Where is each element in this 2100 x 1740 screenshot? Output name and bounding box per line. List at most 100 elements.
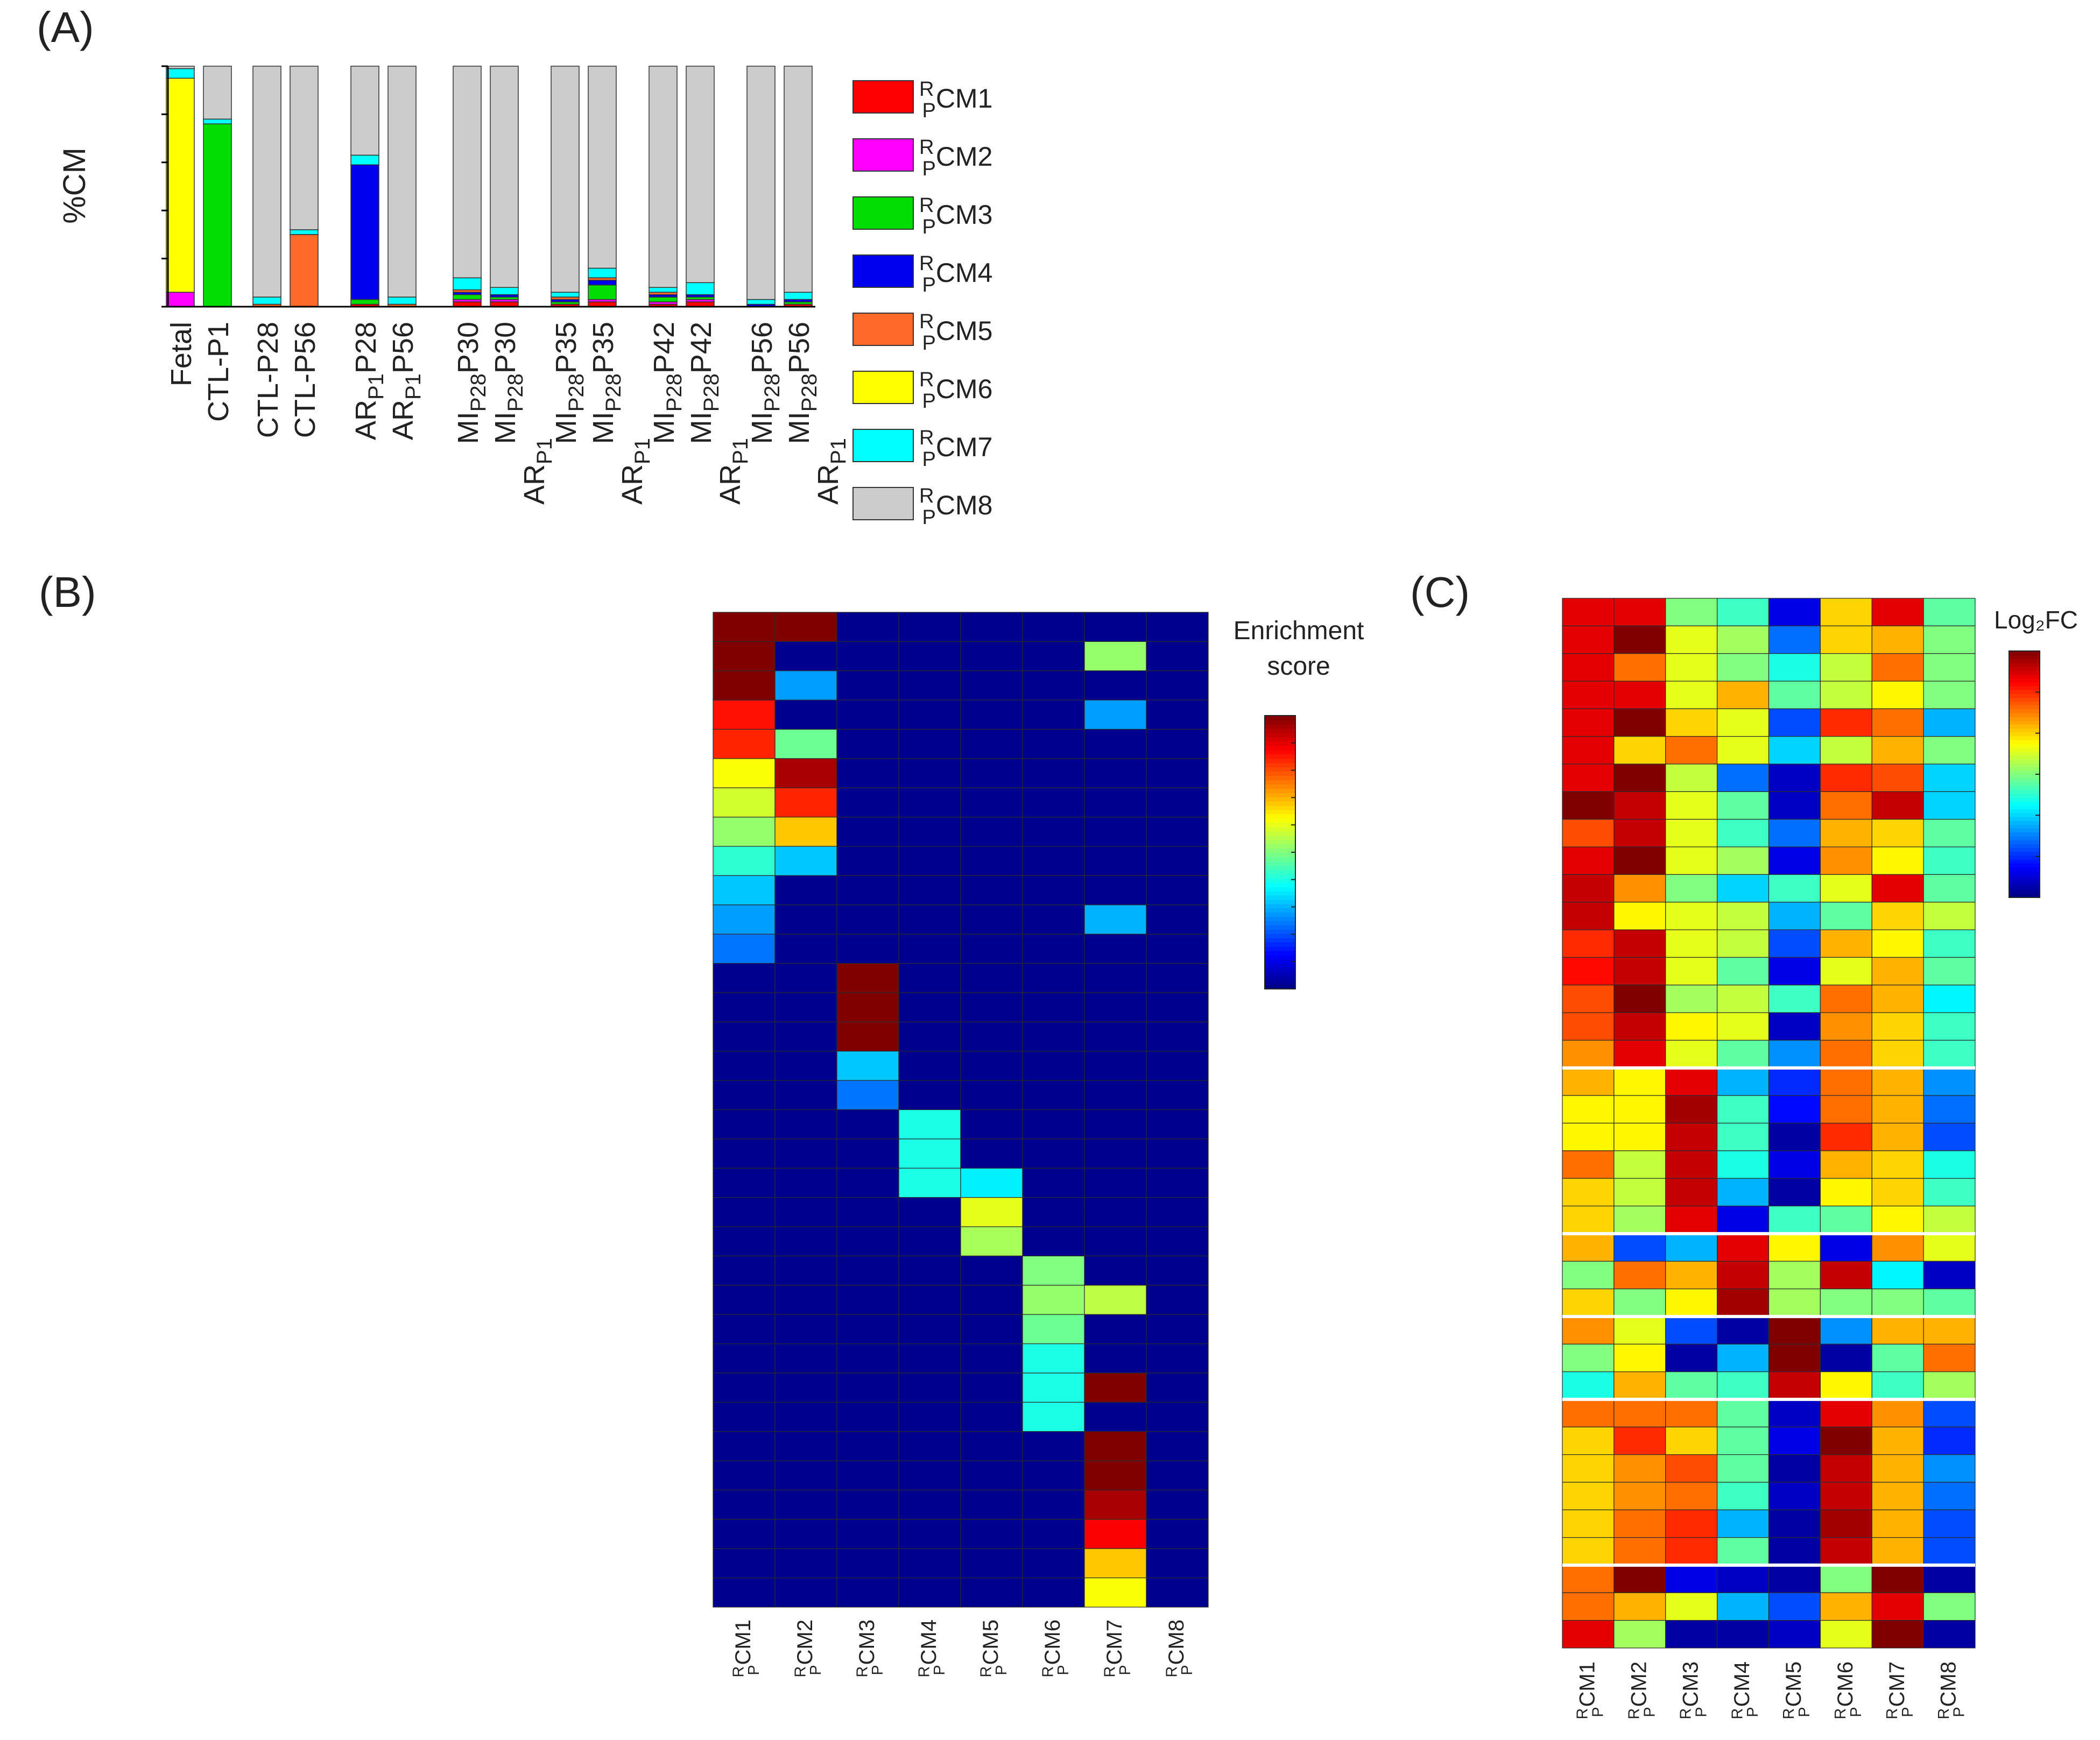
heatmap-cell <box>1562 1565 1615 1593</box>
label-sub: P28 <box>565 373 588 412</box>
heatmap-cell <box>1146 1373 1209 1403</box>
heatmap-cell <box>1717 819 1770 847</box>
colorbar-segment <box>1265 762 1295 768</box>
heatmap-cell <box>1768 1039 1821 1069</box>
heatmap-cell <box>1820 1399 1872 1427</box>
colorbar-segment <box>1265 792 1295 797</box>
heatmap-cell <box>774 1021 837 1052</box>
heatmap-cell <box>713 1080 776 1111</box>
colorbar-segment <box>1265 818 1295 823</box>
heatmap-cell <box>1613 874 1666 903</box>
x-tick-label: CTL-P56 <box>289 322 321 438</box>
colorbar-segment <box>2009 712 2040 717</box>
legend-label: R PCM6 <box>919 369 992 413</box>
heatmap-cell <box>898 1168 961 1198</box>
colorbar-segment <box>2009 855 2040 860</box>
heatmap-cell <box>1613 1233 1666 1262</box>
heatmap-cell <box>1084 904 1147 935</box>
heatmap-cell <box>1768 819 1821 847</box>
heatmap-cell <box>960 1431 1023 1461</box>
panel-b-colorbar-title-line1: Enrichment <box>1234 617 1364 645</box>
heatmap-cell <box>1717 1122 1770 1151</box>
heatmap-cell <box>1768 1343 1821 1373</box>
heatmap-cell <box>774 963 837 993</box>
prefix-sup: R <box>1884 1708 1901 1720</box>
column-name: CM5 <box>979 1619 1003 1665</box>
colorbar-segment <box>2009 732 2040 737</box>
heatmap-cell <box>1871 1261 1924 1290</box>
heatmap-cell <box>1923 1620 1976 1649</box>
heatmap-cell <box>836 1197 899 1227</box>
heatmap-cell <box>1717 1067 1770 1096</box>
heatmap-cell <box>1717 1565 1770 1593</box>
heatmap-cell <box>1717 1343 1770 1373</box>
heatmap-cell <box>1022 1226 1085 1257</box>
colorbar-segment <box>1265 814 1295 819</box>
heatmap-cell <box>1871 985 1924 1013</box>
colorbar-segment <box>2009 705 2040 710</box>
heatmap-cell <box>1613 985 1666 1013</box>
colorbar-segment <box>1265 942 1295 947</box>
legend-label: R PCM2 <box>919 136 992 180</box>
bar-segment-cm6 <box>166 77 195 293</box>
heatmap-cell <box>1562 653 1615 682</box>
heatmap-cell <box>1871 708 1924 737</box>
colorbar-segment <box>1265 839 1295 845</box>
heatmap-cell <box>1665 1620 1718 1649</box>
prefix-sup: R <box>919 427 934 449</box>
panel-a-x-tick-labels: Fetal CTL-P1 CTL-P28 CTL-P56 ARP1P28ARP1P56M… <box>165 322 850 505</box>
label-tail: P56 <box>783 322 815 373</box>
heatmap-cell <box>836 1138 899 1169</box>
heatmap-cell <box>774 875 837 906</box>
heatmap-cell <box>960 992 1023 1022</box>
heatmap-cell <box>1022 1255 1085 1286</box>
prefix-sup: R <box>919 252 934 275</box>
label-tail: P56 <box>387 322 419 373</box>
heatmap-cell <box>774 1255 837 1286</box>
heatmap-cell <box>1768 708 1821 737</box>
panel-b-colorbar-title-line2: score <box>1267 652 1330 681</box>
heatmap-cell <box>1665 1454 1718 1483</box>
heatmap-cell <box>898 1402 961 1432</box>
heatmap-cell <box>1717 1399 1770 1427</box>
heatmap-cell <box>1022 1460 1085 1491</box>
column-name: CM4 <box>1730 1661 1754 1707</box>
x-tick-label: MIP28P35 <box>550 322 588 444</box>
prefix-sub: P <box>922 448 935 471</box>
column-name: CM1 <box>1576 1661 1599 1707</box>
heatmap-cell <box>1084 1197 1147 1227</box>
heatmap-cell <box>1665 653 1718 682</box>
colorbar-segment <box>2009 766 2040 771</box>
legend-swatch <box>852 313 914 346</box>
heatmap-cell <box>1871 1509 1924 1538</box>
heatmap-cell <box>1084 1138 1147 1169</box>
heatmap-cell <box>836 933 899 964</box>
heatmap-cell <box>1613 791 1666 820</box>
heatmap-cell <box>774 1343 837 1374</box>
heatmap-cell <box>774 728 837 759</box>
label-main: MI <box>746 412 778 444</box>
panel-a-bars <box>166 66 813 307</box>
heatmap-cell <box>836 612 899 642</box>
panel-b-label: (B) <box>39 568 96 616</box>
prefix-sub: P <box>993 1665 1010 1675</box>
legend-label: R PCM1 <box>919 78 992 122</box>
colorbar-segment <box>1265 775 1295 781</box>
heatmap-cell <box>1717 1537 1770 1566</box>
heatmap-cell <box>1871 598 1924 626</box>
heatmap-cell <box>1871 929 1924 958</box>
colorbar-segment <box>1265 903 1295 909</box>
heatmap-cell <box>1084 1109 1147 1140</box>
stacked-bar <box>252 66 281 307</box>
colorbar-segment <box>2009 836 2040 840</box>
heatmap-cell <box>1084 1548 1147 1579</box>
heatmap-cell <box>713 1314 776 1345</box>
heatmap-cell <box>713 1197 776 1227</box>
heatmap-cell <box>1562 1095 1615 1124</box>
panel-b: (B) RPCM1RPCM2RPCM3RPCM4RPCM5RPCM6RPCM7R… <box>39 568 1364 1678</box>
colorbar-segment <box>2009 789 2040 794</box>
prefix-sup: R <box>1574 1708 1591 1720</box>
heatmap-cell <box>1820 1454 1872 1483</box>
heatmap-cell <box>1923 1122 1976 1151</box>
heatmap-cell <box>960 641 1023 671</box>
